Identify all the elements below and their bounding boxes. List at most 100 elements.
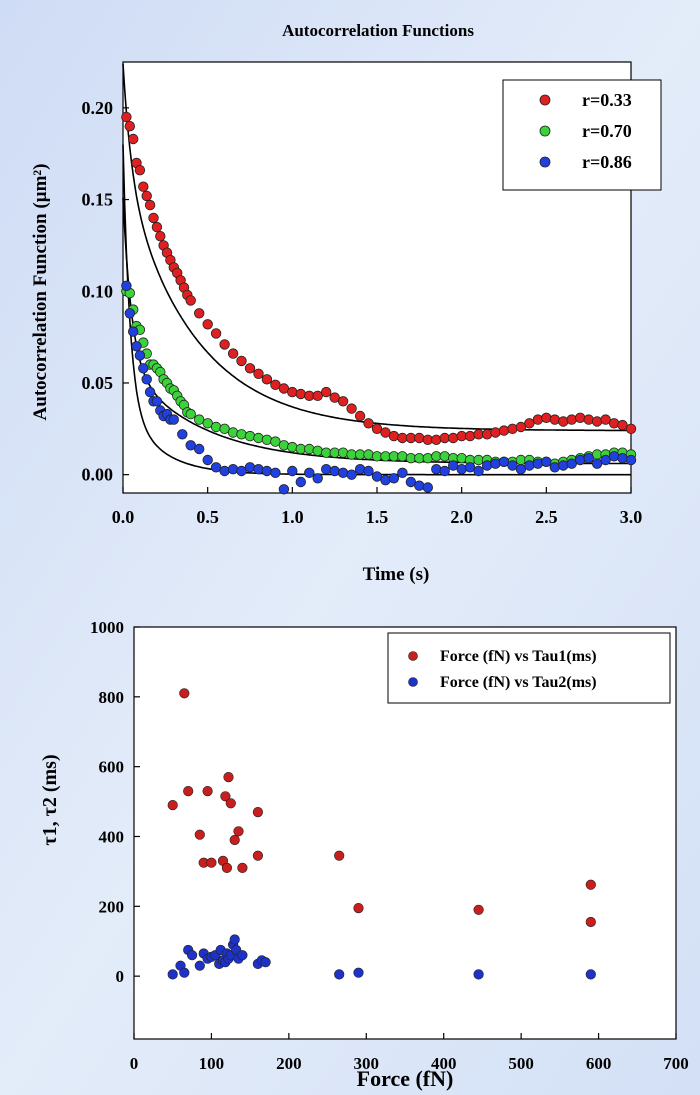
data-point bbox=[600, 454, 611, 466]
data-point bbox=[244, 363, 256, 374]
data-point bbox=[210, 328, 222, 339]
y-tick-label: 200 bbox=[99, 897, 125, 916]
data-point bbox=[541, 456, 552, 468]
autocorrelation-chart: Autocorrelation Functions 0.00 0.05 0.10 0.… bbox=[30, 21, 662, 585]
data-point bbox=[532, 414, 544, 425]
data-point bbox=[124, 308, 136, 319]
data-point bbox=[329, 465, 340, 477]
y-tick-label: 800 bbox=[99, 688, 125, 707]
data-point bbox=[194, 829, 205, 840]
data-point bbox=[253, 432, 264, 444]
data-point bbox=[127, 326, 139, 337]
data-point bbox=[585, 916, 596, 928]
data-point bbox=[155, 230, 166, 242]
data-point bbox=[219, 339, 230, 350]
y-tick-label: 0.05 bbox=[82, 373, 114, 393]
data-point bbox=[608, 418, 620, 429]
data-point bbox=[490, 427, 501, 438]
y-tick-label: 0.10 bbox=[82, 281, 114, 301]
data-point bbox=[167, 969, 178, 980]
legend-marker bbox=[539, 156, 551, 168]
data-point bbox=[575, 412, 586, 424]
data-point bbox=[414, 432, 425, 444]
data-point bbox=[244, 462, 256, 473]
data-point bbox=[261, 374, 273, 385]
x-tick-label: 3.0 bbox=[620, 507, 643, 527]
data-point bbox=[363, 449, 374, 460]
data-point bbox=[151, 221, 163, 233]
y-axis-label: τ1, τ2 (ms) bbox=[39, 754, 61, 845]
data-point bbox=[124, 120, 136, 132]
data-point bbox=[183, 785, 194, 797]
data-point bbox=[121, 280, 132, 292]
data-point bbox=[252, 806, 263, 818]
data-point bbox=[515, 421, 527, 433]
data-point bbox=[144, 386, 156, 398]
data-point bbox=[237, 862, 248, 874]
fit-curve bbox=[122, 63, 631, 432]
x-tick-label: 0.0 bbox=[112, 507, 135, 527]
data-point bbox=[422, 453, 434, 464]
data-point bbox=[144, 199, 156, 211]
legend-marker bbox=[408, 677, 418, 687]
data-point bbox=[354, 410, 366, 422]
x-tick-label: 700 bbox=[663, 1054, 689, 1073]
data-point bbox=[591, 416, 603, 427]
data-point bbox=[431, 464, 442, 475]
data-point bbox=[591, 458, 603, 469]
data-point bbox=[148, 212, 159, 224]
data-point bbox=[363, 418, 374, 429]
y-tick-label: 0 bbox=[116, 967, 125, 986]
data-point bbox=[270, 379, 281, 391]
data-point bbox=[194, 960, 205, 971]
data-point bbox=[304, 467, 315, 479]
data-point bbox=[185, 295, 196, 306]
y-tick-label: 0.15 bbox=[82, 190, 114, 210]
data-point bbox=[583, 414, 594, 425]
data-point bbox=[193, 414, 205, 425]
data-point bbox=[287, 386, 298, 398]
data-point bbox=[237, 950, 248, 961]
data-point bbox=[167, 799, 178, 811]
x-tick-label: 100 bbox=[199, 1054, 225, 1073]
data-point bbox=[337, 467, 349, 479]
data-point bbox=[524, 418, 535, 429]
legend-label: r=0.86 bbox=[582, 152, 632, 172]
data-point bbox=[227, 464, 239, 475]
data-point bbox=[498, 456, 510, 468]
data-point bbox=[252, 850, 263, 861]
x-tick-label: 500 bbox=[508, 1054, 534, 1073]
data-point bbox=[371, 423, 383, 435]
data-point bbox=[141, 374, 152, 385]
legend-label: Force (fN) vs Tau1(ms) bbox=[440, 648, 597, 665]
data-point bbox=[304, 443, 315, 455]
data-point bbox=[337, 396, 349, 407]
data-point bbox=[321, 464, 332, 475]
data-point bbox=[353, 902, 364, 914]
data-point bbox=[229, 834, 240, 846]
data-point bbox=[236, 465, 247, 477]
data-point bbox=[566, 414, 577, 425]
x-tick-label: 200 bbox=[276, 1054, 302, 1073]
chart-title: Autocorrelation Functions bbox=[282, 21, 474, 40]
data-point bbox=[202, 785, 213, 797]
data-point bbox=[625, 423, 637, 435]
data-point bbox=[287, 465, 298, 477]
data-point bbox=[270, 467, 281, 479]
y-axis-ticks: 0 200 400 600 800 1000 bbox=[90, 618, 140, 986]
x-tick-label: 1.0 bbox=[281, 507, 304, 527]
data-point bbox=[141, 190, 152, 202]
y-tick-label: 0.00 bbox=[82, 465, 114, 485]
data-points bbox=[121, 111, 637, 495]
data-point bbox=[187, 950, 198, 961]
data-point bbox=[134, 164, 146, 176]
data-point bbox=[549, 414, 561, 425]
data-point bbox=[456, 464, 467, 475]
legend-box bbox=[502, 79, 662, 191]
data-point bbox=[138, 181, 149, 192]
data-point bbox=[193, 308, 205, 319]
data-point bbox=[346, 403, 357, 414]
data-point bbox=[388, 430, 400, 442]
